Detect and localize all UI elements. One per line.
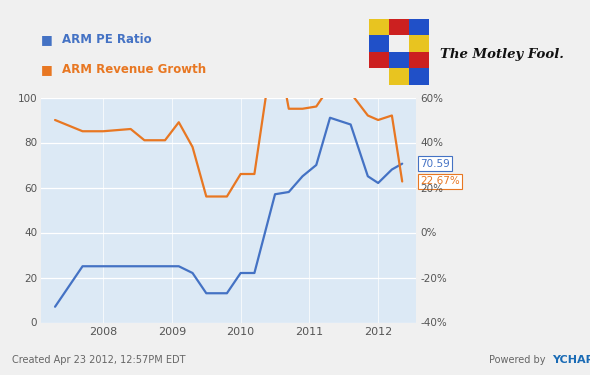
Text: Powered by: Powered by: [489, 355, 549, 365]
Bar: [389, 35, 409, 52]
Text: ■: ■: [41, 63, 53, 76]
Bar: [409, 68, 429, 85]
Text: ARM Revenue Growth: ARM Revenue Growth: [62, 63, 206, 76]
Bar: [389, 19, 409, 35]
Bar: [409, 35, 429, 52]
Bar: [369, 52, 389, 68]
Bar: [369, 19, 389, 35]
Bar: [369, 35, 389, 52]
Text: ARM PE Ratio: ARM PE Ratio: [62, 33, 152, 46]
Text: YCHARTS: YCHARTS: [552, 355, 590, 365]
Bar: [369, 68, 389, 85]
Bar: [409, 52, 429, 68]
Text: ■: ■: [41, 33, 53, 46]
Text: 22.67%: 22.67%: [420, 177, 460, 186]
Bar: [389, 52, 409, 68]
Bar: [409, 19, 429, 35]
Text: 70.59: 70.59: [420, 159, 450, 169]
Bar: [389, 68, 409, 85]
Text: Created Apr 23 2012, 12:57PM EDT: Created Apr 23 2012, 12:57PM EDT: [12, 355, 185, 365]
Text: The Motley Fool.: The Motley Fool.: [440, 48, 563, 61]
